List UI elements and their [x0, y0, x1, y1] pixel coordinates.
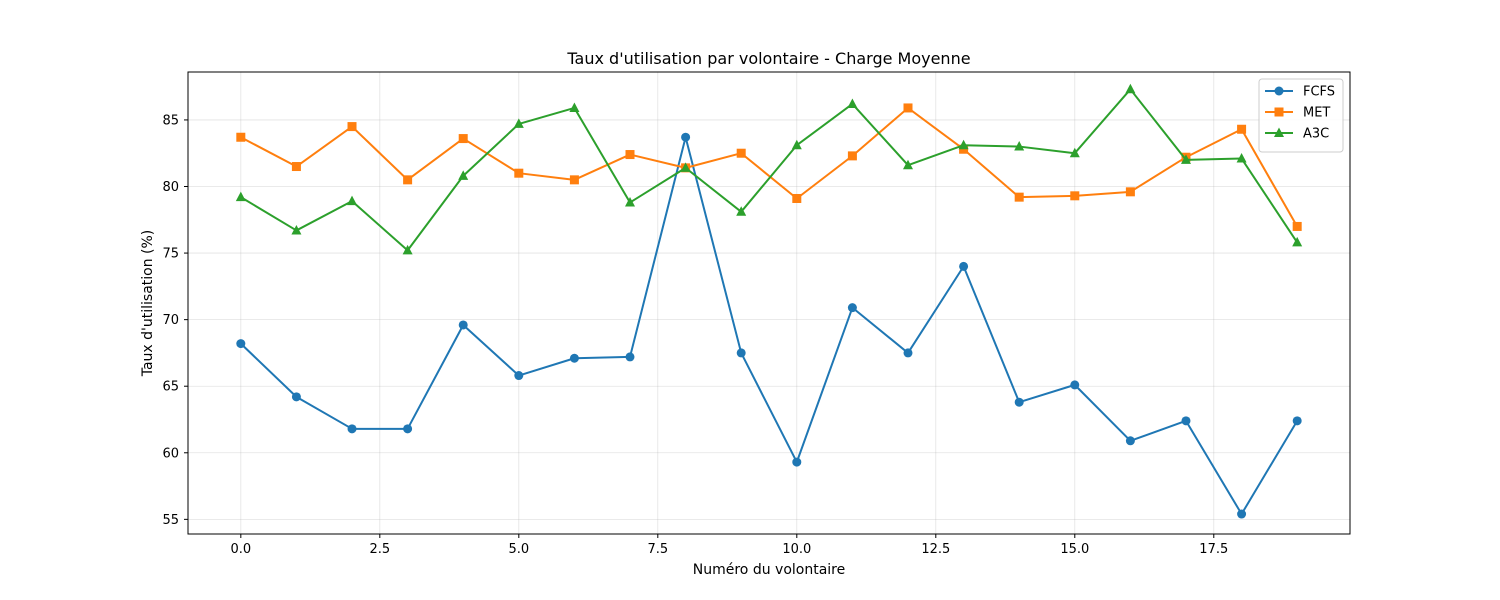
legend-label: FCFS: [1303, 85, 1335, 100]
data-point-fcfs: [1125, 436, 1135, 446]
data-point-fcfs: [347, 424, 357, 434]
data-point-fcfs: [625, 352, 635, 362]
data-point-a3c: [1180, 154, 1191, 164]
data-point-fcfs: [291, 392, 301, 402]
series-line-fcfs: [240, 136, 1299, 516]
legend-marker: [1274, 107, 1284, 117]
data-point-a3c: [680, 162, 691, 172]
x-tick-label: 2.5: [369, 542, 390, 557]
data-point-a3c: [736, 206, 747, 216]
data-point-fcfs: [1014, 397, 1024, 407]
x-tick-label: 15.0: [1060, 542, 1089, 557]
legend-item-fcfs: FCFS: [1265, 85, 1335, 100]
data-point-a3c: [569, 102, 580, 112]
series-line-a3c: [240, 88, 1299, 252]
data-point-fcfs: [847, 303, 857, 313]
y-tick-label: 65: [162, 380, 179, 395]
data-point-met: [792, 193, 802, 203]
data-point-a3c: [458, 170, 469, 180]
y-tick-label: 70: [162, 313, 179, 328]
data-point-fcfs: [959, 261, 969, 271]
data-point-fcfs: [1181, 416, 1191, 426]
data-point-a3c: [847, 98, 858, 108]
legend-label: A3C: [1303, 127, 1329, 142]
legend-marker: [1274, 127, 1284, 137]
data-point-a3c: [791, 139, 802, 150]
grid: [188, 72, 1350, 534]
data-point-fcfs: [903, 348, 913, 358]
y-axis-label: Taux d'utilisation (%): [140, 230, 156, 378]
data-point-met: [1014, 192, 1024, 202]
y-tick-label: 80: [162, 180, 179, 195]
legend-marker: [1274, 86, 1284, 96]
data-point-a3c: [625, 196, 636, 207]
data-point-met: [569, 175, 579, 185]
series-layer: [235, 83, 1303, 519]
data-point-a3c: [902, 159, 913, 170]
data-point-met: [903, 103, 913, 113]
series-line-met: [240, 106, 1299, 227]
data-point-a3c: [513, 118, 524, 128]
data-point-met: [236, 132, 246, 142]
x-tick-label: 0.0: [230, 542, 251, 557]
data-point-a3c: [1069, 147, 1080, 158]
y-tick-label: 60: [162, 446, 179, 461]
data-point-met: [514, 168, 524, 178]
data-point-a3c: [1236, 153, 1247, 163]
chart-title: Taux d'utilisation par volontaire - Char…: [566, 49, 970, 68]
data-point-fcfs: [681, 132, 691, 142]
x-tick-label: 5.0: [508, 542, 529, 557]
data-point-fcfs: [236, 339, 246, 349]
data-point-a3c: [1014, 141, 1025, 151]
legend: FCFS MET A3C: [1258, 78, 1344, 153]
y-tick-label: 55: [162, 513, 179, 528]
x-tick-label: 12.5: [921, 542, 950, 557]
legend-item-a3c: A3C: [1265, 127, 1329, 142]
legend-label: MET: [1303, 106, 1330, 121]
y-tick-label: 75: [162, 247, 179, 262]
data-point-a3c: [1292, 236, 1303, 247]
data-point-met: [403, 175, 413, 185]
data-point-fcfs: [1292, 416, 1302, 426]
plot-frame: [187, 71, 1351, 535]
x-tick-label: 10.0: [782, 542, 811, 557]
data-point-fcfs: [458, 320, 468, 330]
data-point-met: [1292, 221, 1302, 231]
data-point-a3c: [1125, 83, 1136, 94]
data-point-a3c: [235, 191, 246, 202]
data-point-fcfs: [403, 424, 413, 434]
data-point-a3c: [402, 244, 413, 255]
data-point-met: [1125, 187, 1135, 197]
axis-ticks: 0.0 2.5 5.0 7.5 10.0 12.5 15.0 17.5 55 60 65 70 75 80…: [162, 113, 1228, 557]
y-tick-label: 85: [162, 113, 179, 128]
data-point-fcfs: [569, 353, 579, 363]
data-point-met: [1237, 124, 1247, 134]
data-point-fcfs: [514, 371, 524, 381]
data-point-a3c: [347, 195, 358, 206]
x-axis-label: Numéro du volontaire: [693, 562, 845, 578]
data-point-met: [458, 134, 468, 144]
series-a3c: [235, 83, 1303, 255]
data-point-fcfs: [792, 457, 802, 467]
data-point-met: [1070, 191, 1080, 201]
data-point-fcfs: [736, 348, 746, 358]
data-point-a3c: [958, 139, 969, 150]
data-point-met: [847, 151, 857, 161]
x-tick-label: 17.5: [1199, 542, 1228, 557]
data-point-fcfs: [1070, 380, 1080, 390]
data-point-fcfs: [1237, 509, 1247, 519]
series-fcfs: [236, 132, 1302, 519]
data-point-met: [291, 162, 301, 172]
x-tick-label: 7.5: [647, 542, 668, 557]
data-point-met: [736, 148, 746, 158]
data-point-met: [625, 150, 635, 160]
data-point-met: [347, 122, 357, 132]
data-point-a3c: [291, 224, 302, 235]
legend-item-met: MET: [1265, 106, 1330, 121]
